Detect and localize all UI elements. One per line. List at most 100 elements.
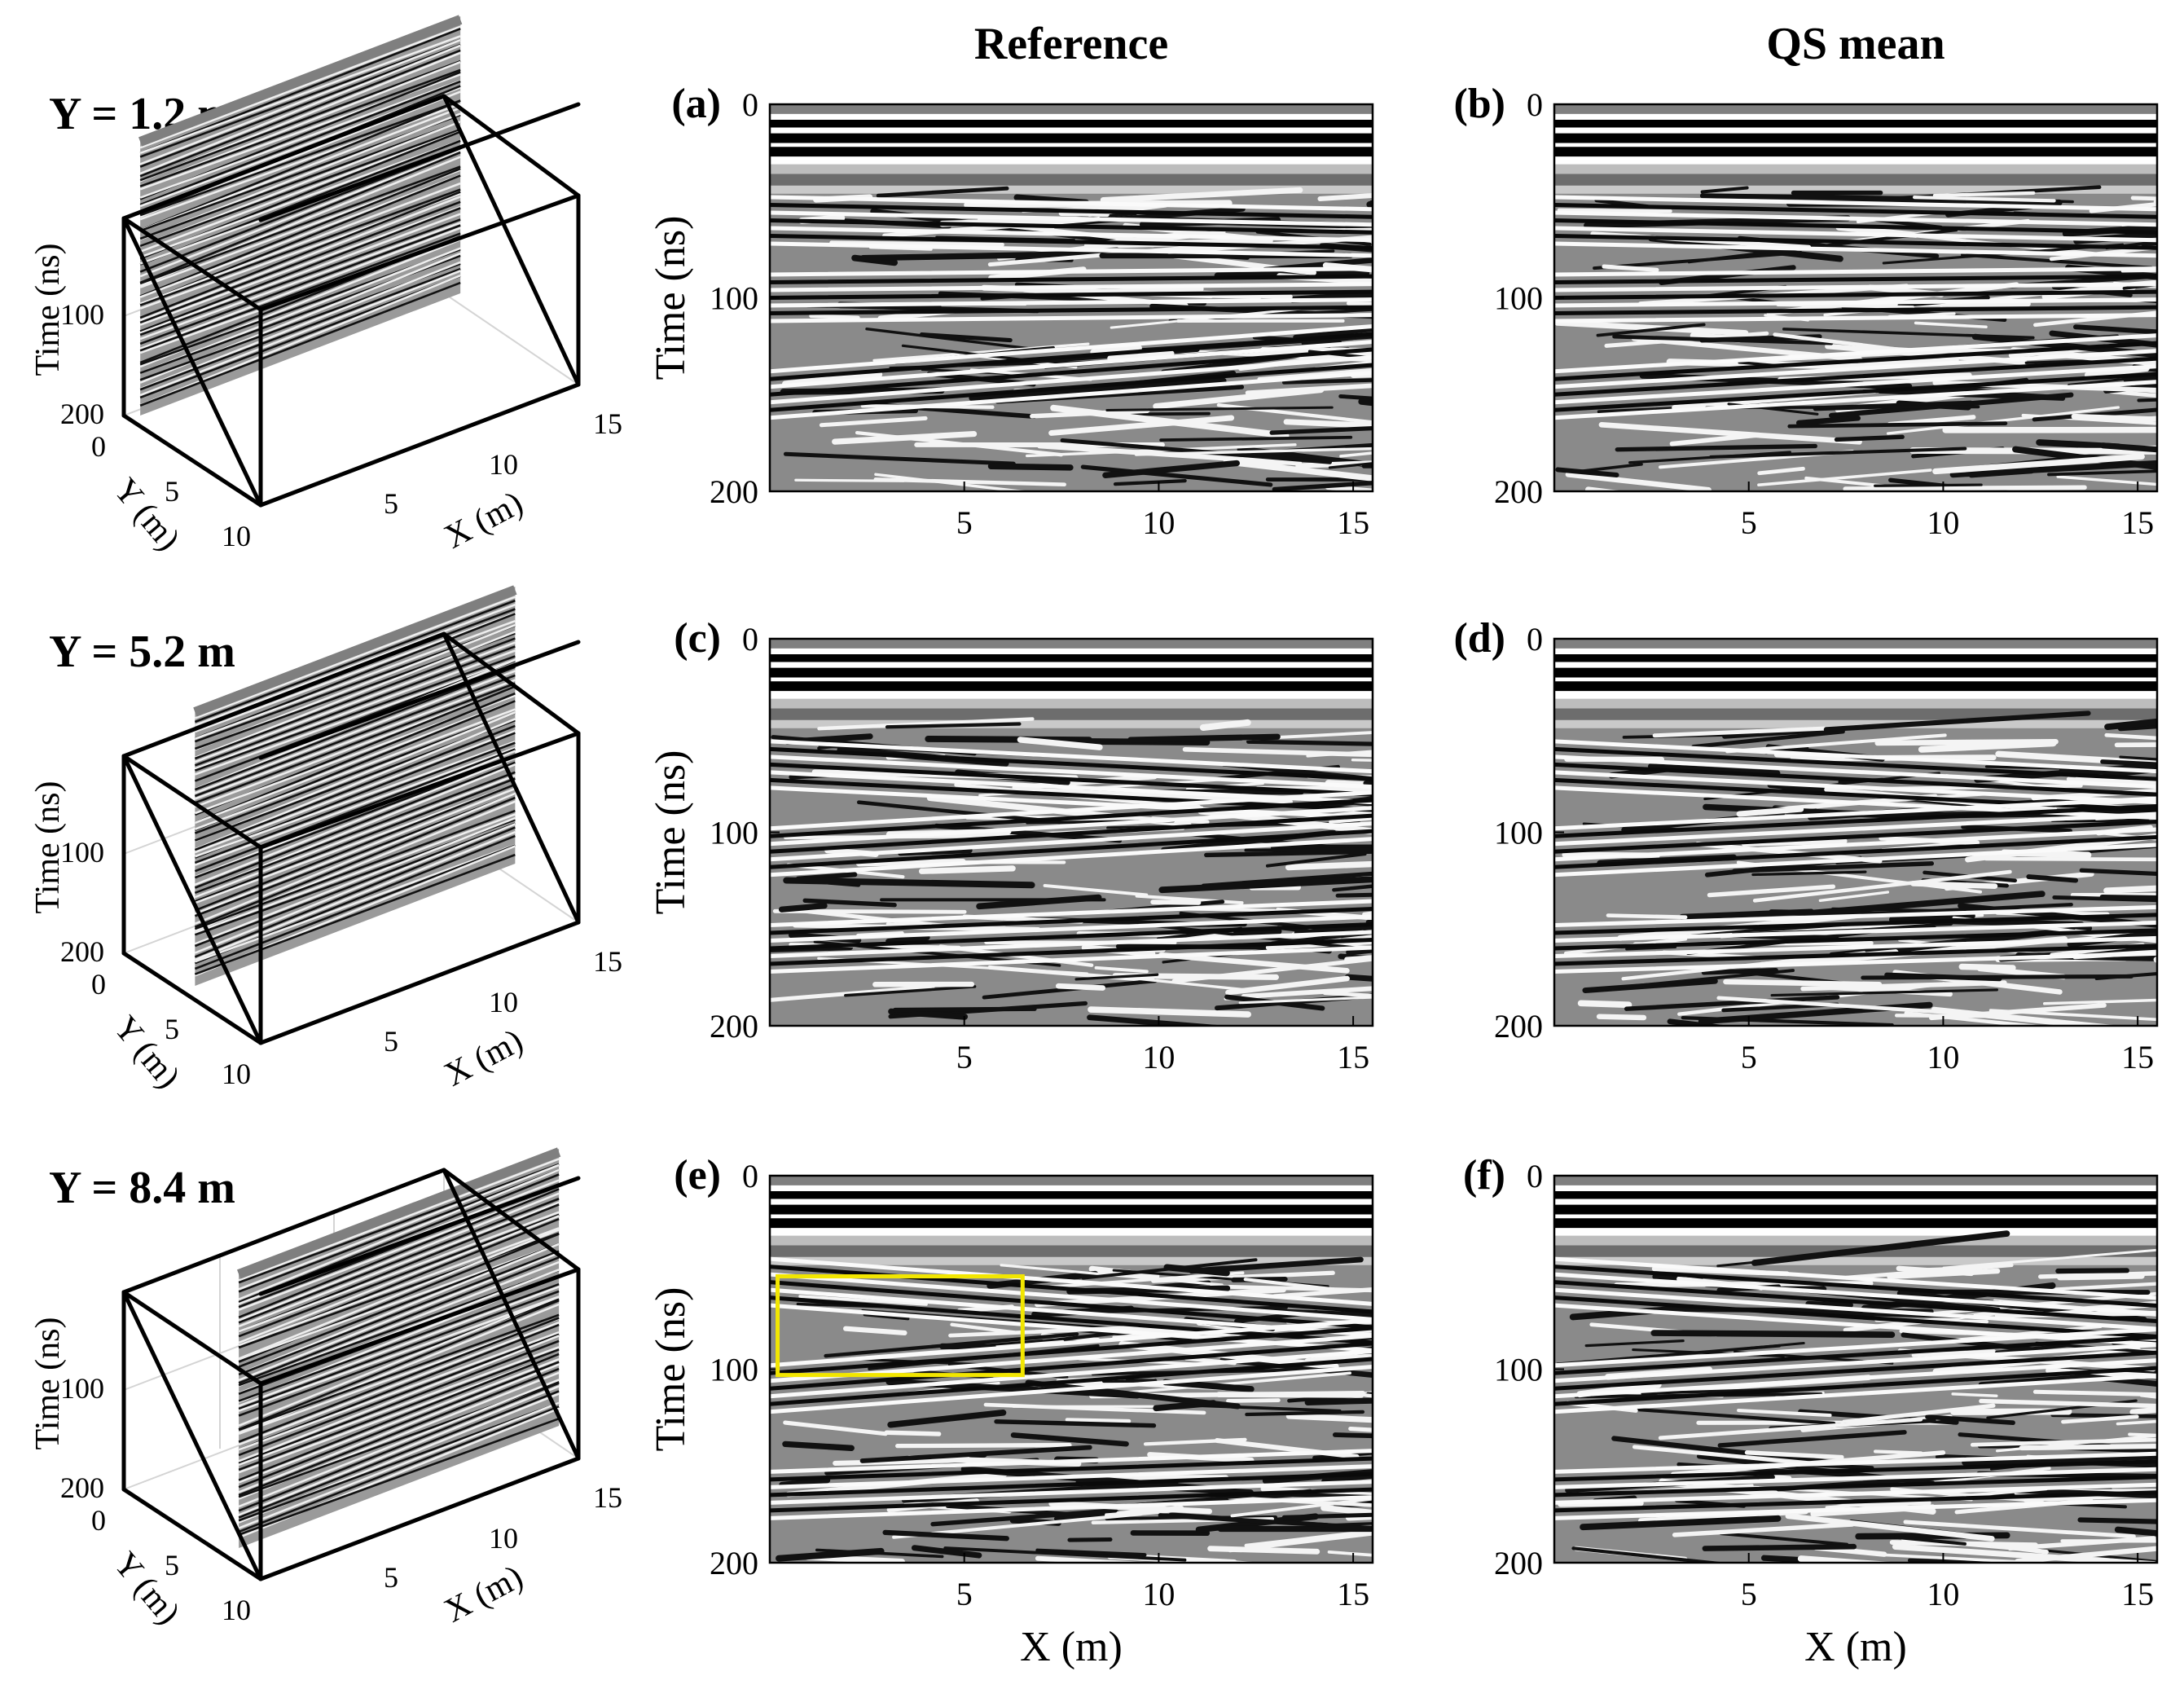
slice-trace [194,816,516,945]
y-tick-label: 0 [91,1504,106,1537]
reflector [1744,1450,1844,1460]
cube-edge [121,754,263,1045]
reflector [770,754,1373,790]
slice-trace [139,224,461,345]
reflector [770,371,1373,420]
slice-trace [139,99,461,231]
reflector [1554,1490,2157,1513]
reflector [1951,1392,1998,1397]
reflector [1991,1543,2049,1555]
slice-trace [139,43,461,168]
y-tick-label: 100 [1494,280,1543,317]
reflector [1554,356,2157,397]
slice-trace [238,1401,560,1529]
reflector [783,1420,888,1436]
cube-edge [258,1267,581,1386]
y-tick-label: 200 [1494,473,1543,510]
direct-wave-band [1554,156,2157,165]
slice-trace [238,1250,560,1376]
reflector [1244,1528,1373,1548]
x-tick-label: 5 [956,1576,973,1612]
panel-label: (e) [674,1152,721,1199]
reflector [859,1445,1092,1463]
reflector [1554,266,2157,277]
slice-trace [194,761,516,889]
panel-label: (a) [671,81,721,127]
reflector [1554,1358,2157,1399]
reflector [1067,1537,1113,1542]
reflector [1893,1535,1967,1546]
slice-trace [238,1243,560,1361]
reflector [1703,803,1924,820]
slice-trace [139,80,461,199]
reflector [863,1313,910,1321]
slice-trace [139,150,461,278]
direct-wave-band [1554,164,2157,174]
slice-trace [139,200,461,324]
reflector [1874,738,2059,746]
cube-edge [258,731,581,850]
z-tick-label: 200 [60,935,104,968]
reflector [770,930,1373,958]
slice-trace [238,1333,560,1457]
x-tick-label: 15 [2121,1039,2154,1075]
reflector [1285,860,1373,871]
reflector [770,899,1373,927]
reflector [1554,920,2157,943]
reflector [770,355,1373,405]
cube-edge [442,94,581,387]
reflector [1984,856,2157,862]
slice-trace [139,59,461,182]
y-tick-label: 10 [222,1594,251,1626]
reflector [770,1349,1373,1399]
reflector [1554,904,2157,927]
reflector [2032,1389,2157,1397]
direct-wave-band [770,1204,1373,1215]
reflector [1787,421,2008,429]
y-tick-label: 0 [1527,86,1543,123]
x-tick-label: 10 [1142,1576,1175,1612]
reflector [1304,1397,1373,1405]
panel-c: 0 100 200 5 10 15 (c) Time (ns) [648,615,1374,1075]
reflector [1591,969,1795,992]
reflector [2072,324,2157,335]
direct-wave-band [770,648,1373,655]
reflector [770,332,1373,381]
reflector [1245,1410,1365,1417]
reflector [1554,210,2157,227]
reflector [782,371,883,387]
reflector [1886,406,2120,435]
reflector [1747,1342,1805,1350]
cube-edge [121,94,446,221]
panel-label: (b) [1453,81,1505,127]
slice-trace [194,692,516,824]
y-tick-label: 5 [165,1549,179,1581]
y-tick-label: 200 [1494,1008,1543,1045]
cube-edge [442,1168,581,1272]
reflector [2047,469,2157,477]
slice-trace [139,213,461,334]
direct-wave-band [1554,691,2157,700]
slice-trace [238,1232,560,1349]
slice-trace [194,679,516,800]
reflector [1672,1522,1855,1537]
reflector [1554,834,2157,869]
cube-edge [121,951,263,1045]
cube-slice [193,585,517,986]
slice-trace [194,783,516,904]
slice-trace [194,843,516,963]
row-label: Y = 8.4 m [49,1163,235,1213]
reflector [772,908,967,914]
reflector [770,739,1373,774]
slice-trace [194,682,516,804]
reflector [1554,746,2157,781]
cube-edge [258,102,581,222]
slice-trace [194,787,516,915]
reflector [1970,1437,2157,1447]
reflector [1834,434,1905,442]
reflector [1233,928,1282,936]
reflector [1035,1548,1147,1557]
slice-trace [139,68,461,187]
reflector [1162,1379,1255,1392]
